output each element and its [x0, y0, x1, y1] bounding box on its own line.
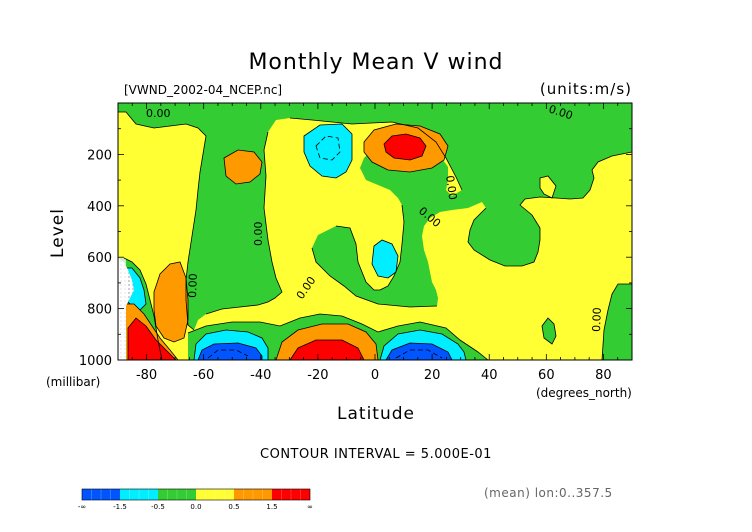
colorbar-label: 1.5	[266, 503, 277, 511]
y-tick-label: 400	[87, 200, 112, 215]
y-tick-label: 800	[87, 303, 112, 318]
y-tick-label: 200	[87, 148, 112, 163]
contour-region-blue	[197, 342, 263, 360]
colorbar-label: 0.5	[228, 503, 239, 511]
file-label: [VWND_2002-04_NCEP.nc]	[124, 83, 282, 97]
colorbar-border	[81, 488, 311, 501]
axis-ticks	[117, 103, 633, 361]
contour-label-zero: 0.00	[590, 307, 604, 332]
x-tick-label: 80	[595, 368, 612, 383]
colorbar-label: ∞	[307, 503, 313, 511]
contour-region-green	[542, 318, 556, 344]
y-tick-labels: 200 400 600 800 1000	[79, 148, 112, 369]
spatial-mean-text: (mean) lon:0..357.5	[484, 486, 613, 500]
contour-region-orange	[223, 149, 263, 185]
colorbar-label: -∞	[78, 503, 86, 511]
colorbar-swatch	[272, 489, 310, 500]
contour-label-zero: 0.00	[252, 222, 265, 247]
chart-title: Monthly Mean V wind	[248, 50, 503, 75]
contour-region-cyan	[303, 123, 353, 179]
colorbar-swatch	[120, 489, 158, 500]
y-axis-title: Level	[48, 208, 68, 258]
colorbar-swatch	[158, 489, 196, 500]
colorbar-labels: -∞ -1.5 -0.5 0.0 0.5 1.5 ∞	[78, 503, 313, 511]
y-tick-label: 1000	[79, 354, 112, 369]
units-label: (units:m/s)	[540, 80, 632, 98]
x-axis-unit: (degrees_north)	[536, 386, 632, 400]
dashed-contours	[207, 135, 443, 359]
contour-region-red	[289, 339, 365, 360]
y-tick-label: 600	[87, 251, 112, 266]
colorbar-label: -0.5	[151, 503, 165, 511]
colorbar-swatch	[234, 489, 272, 500]
contour-region-red	[383, 133, 427, 161]
x-tick-label: 40	[481, 368, 498, 383]
colorbar-label: 0.0	[190, 503, 201, 511]
x-tick-labels: -80 -60 -40 -20 0 20 40 60 80	[136, 368, 612, 383]
x-tick-label: -20	[307, 368, 328, 383]
x-tick-label: 0	[371, 368, 379, 383]
x-tick-label: 20	[424, 368, 441, 383]
contour-interval-text: CONTOUR INTERVAL = 5.000E-01	[260, 447, 492, 462]
contour-lines	[118, 111, 632, 360]
x-axis-title: Latitude	[337, 404, 415, 424]
contour-region-red	[127, 317, 177, 360]
x-tick-label: 60	[538, 368, 555, 383]
colorbar-swatch	[196, 489, 234, 500]
contour-region-green	[602, 284, 632, 360]
contour-label-zero: 0.00	[186, 273, 200, 298]
colorbar	[81, 488, 311, 501]
colorbar-label: -1.5	[113, 503, 127, 511]
contour-label-zero: 0.00	[443, 175, 459, 201]
x-tick-label: -80	[136, 368, 157, 383]
plot-area: 0.00 0.00 0.00 0.00 0.00 0.00 0.00 0.00	[118, 103, 632, 360]
y-axis-unit: (millibar)	[46, 375, 100, 389]
contour-label-zero: 0.00	[146, 107, 171, 120]
contour-region-blue	[385, 342, 453, 360]
colorbar-swatch	[82, 489, 120, 500]
x-tick-label: -40	[250, 368, 271, 383]
x-tick-label: -60	[193, 368, 214, 383]
